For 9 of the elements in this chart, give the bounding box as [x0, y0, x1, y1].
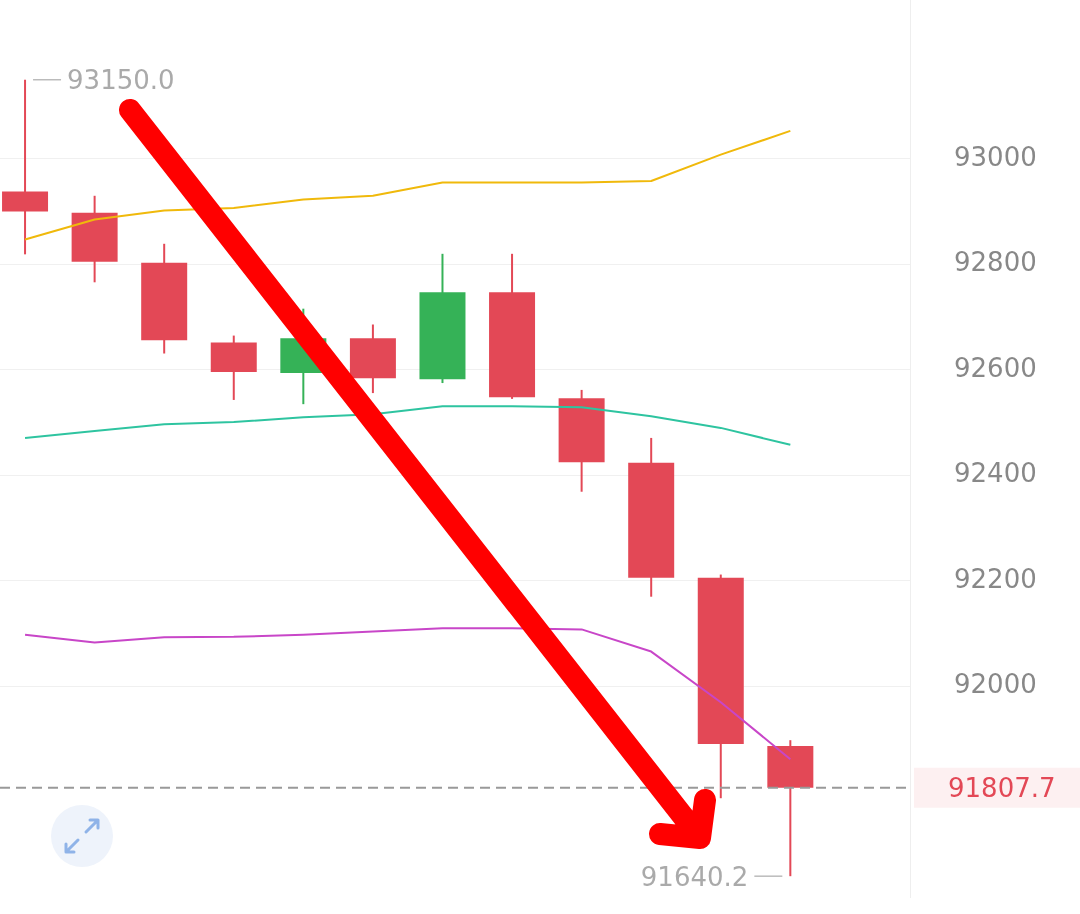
y-tick-label: 92600 [954, 352, 1037, 383]
y-tick-label: 92000 [954, 669, 1037, 700]
y-tick-label: 92800 [954, 247, 1037, 278]
y-tick-label: 93000 [954, 141, 1037, 172]
annotation: 93150.0 [67, 65, 175, 96]
y-tick-label: 92200 [954, 563, 1037, 594]
ref-line-label: 91807.7 [948, 772, 1056, 803]
annotation: 91640.2 [640, 861, 749, 892]
y-tick-label: 92400 [954, 458, 1037, 489]
